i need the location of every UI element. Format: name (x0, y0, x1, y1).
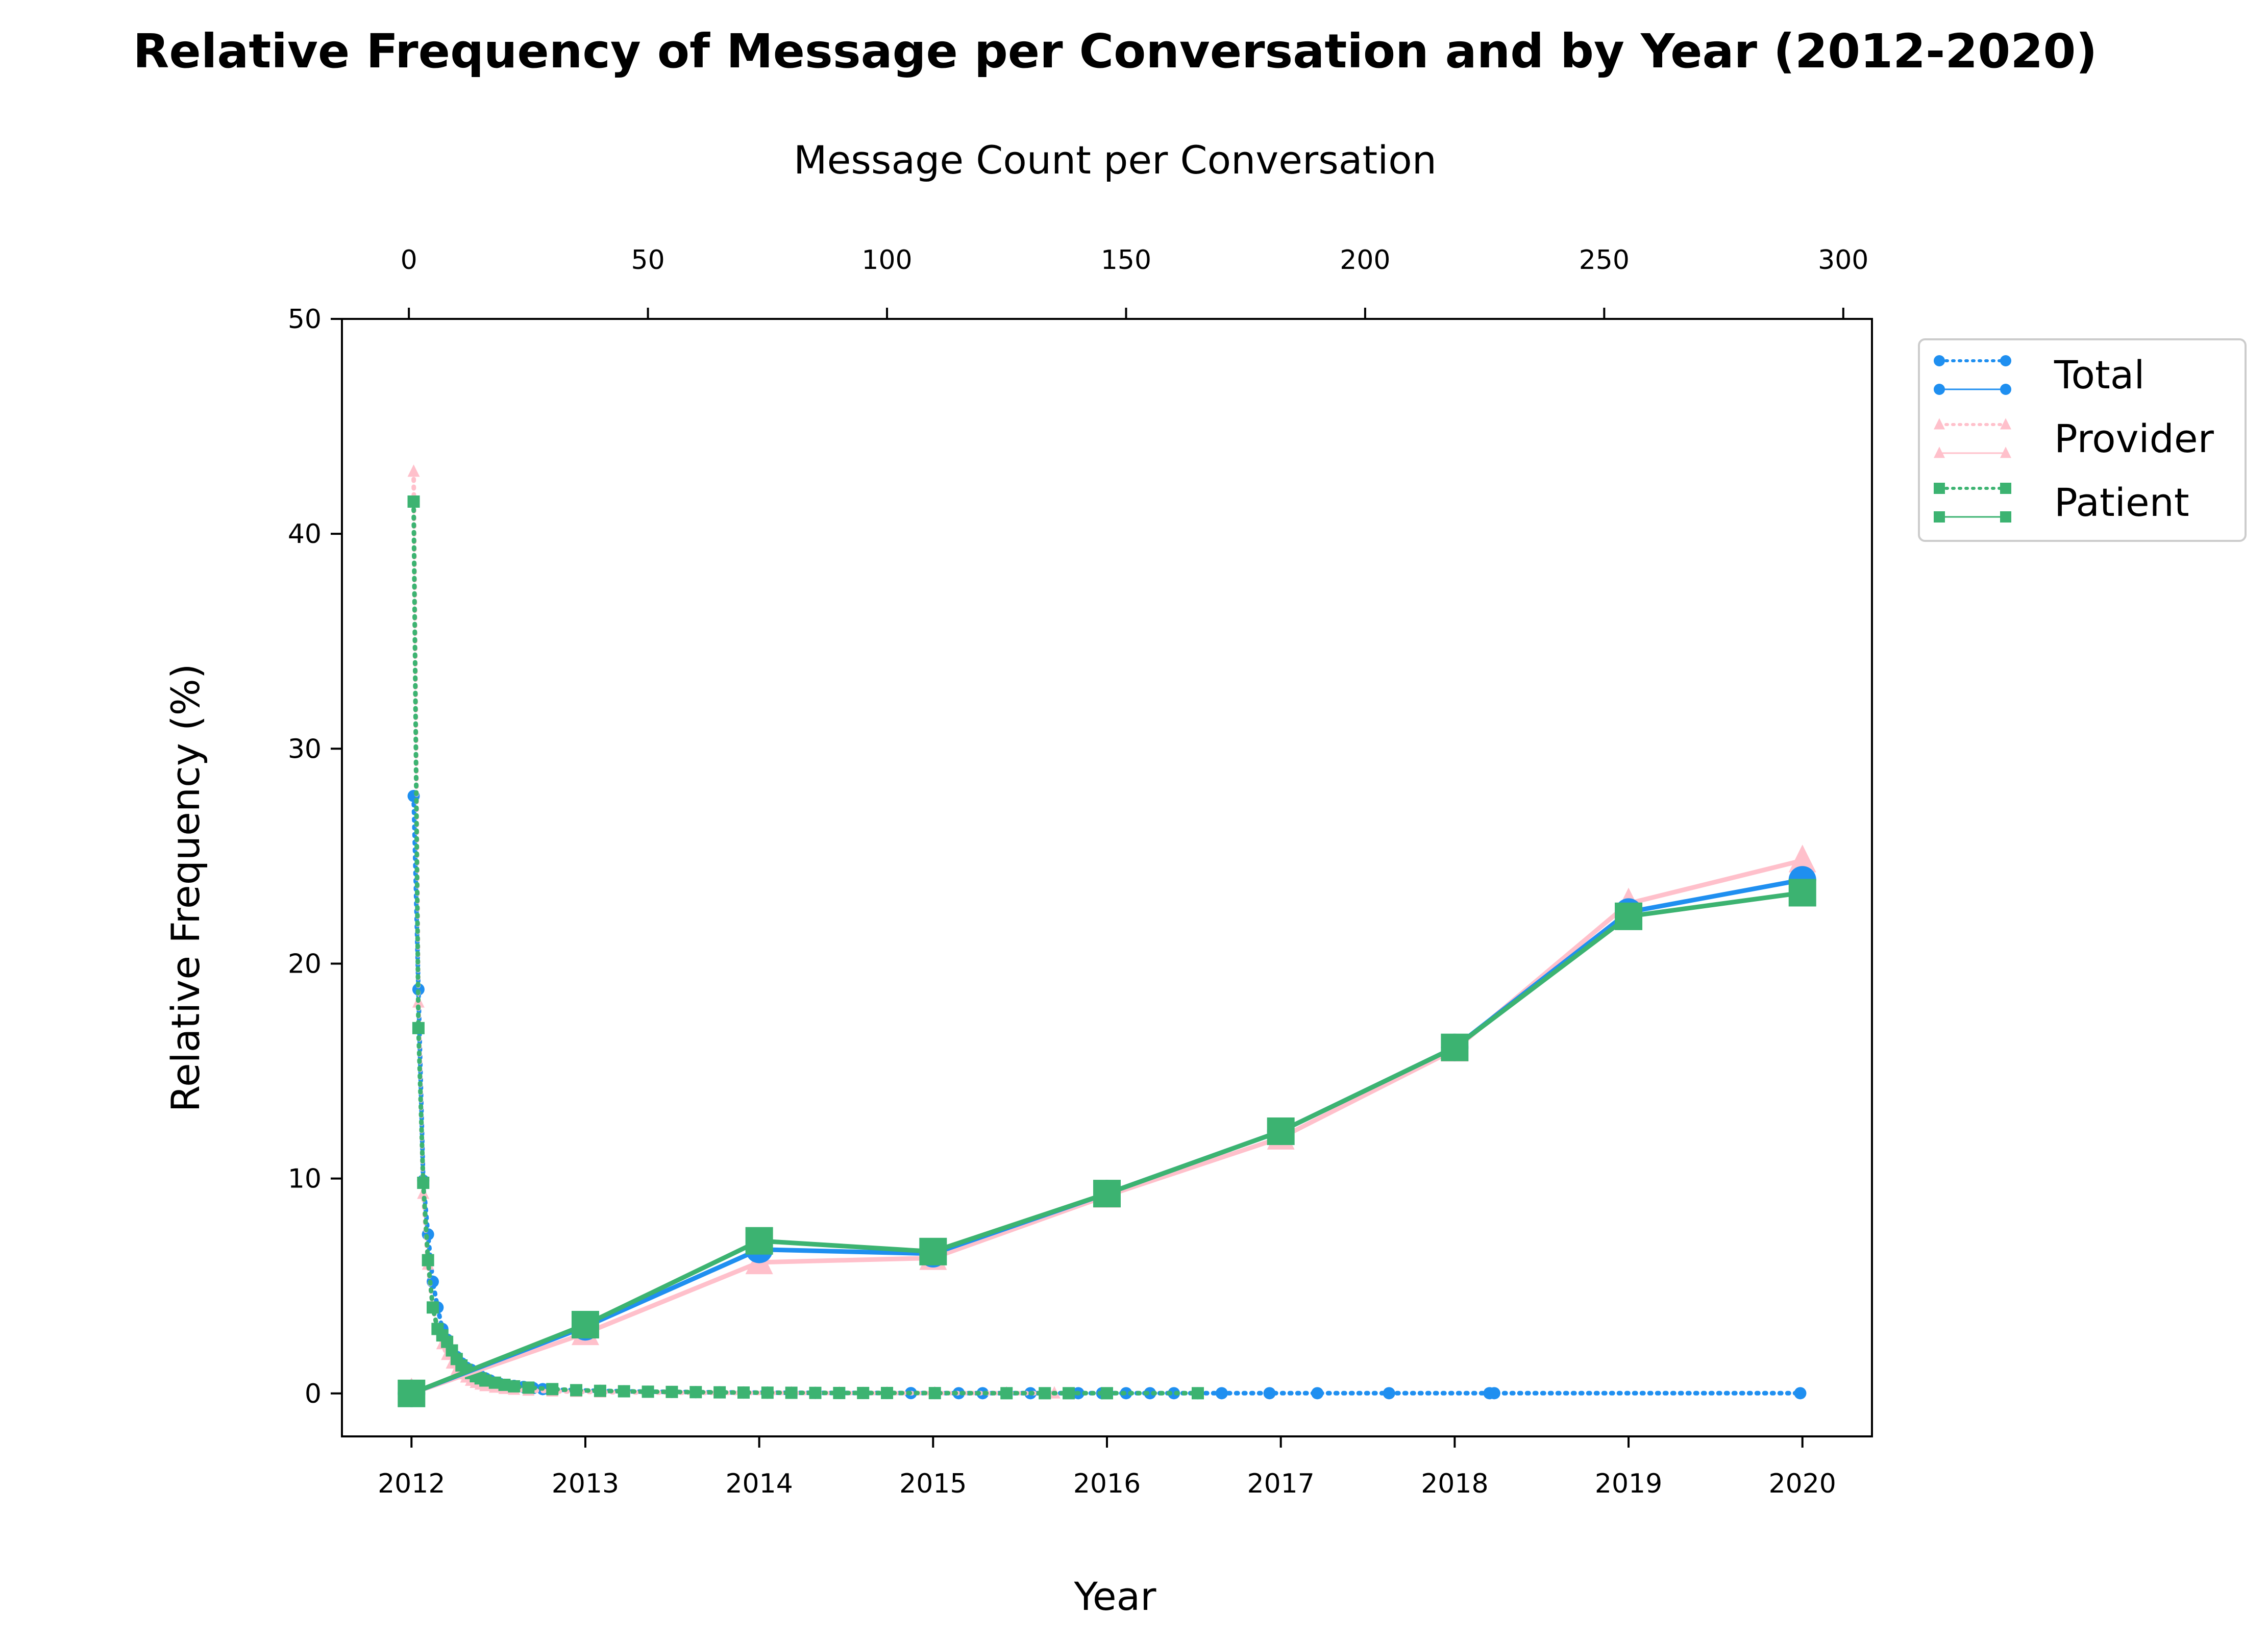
data-point (1311, 1387, 1324, 1400)
x-tick-label: 2012 (378, 1469, 445, 1499)
y-tick-label: 0 (305, 1379, 322, 1409)
data-point (1441, 1033, 1469, 1061)
legend-marker (1934, 355, 1945, 366)
data-point (412, 1022, 425, 1034)
data-point (594, 1384, 606, 1397)
data-point (1383, 1387, 1395, 1400)
series-year-total-line (410, 877, 1803, 1396)
data-point (618, 1385, 630, 1398)
data-point (570, 1384, 583, 1397)
data-point (1144, 1387, 1156, 1400)
data-point (571, 1311, 599, 1338)
data-point (1788, 879, 1816, 907)
y-tick-label: 50 (288, 304, 322, 335)
series-count-patient (407, 495, 1204, 1400)
legend: Total Provider Patient (1918, 338, 2247, 542)
legend-marker (1934, 384, 1945, 395)
top-x-tick-label: 150 (1101, 245, 1151, 276)
data-point (407, 464, 420, 477)
legend-marker (2000, 418, 2011, 430)
top-x-tick-label: 100 (861, 245, 912, 276)
data-point (665, 1385, 678, 1398)
data-point (398, 1379, 426, 1407)
data-point (713, 1386, 726, 1399)
legend-marker (1934, 511, 1945, 523)
x-tick-label: 2020 (1769, 1469, 1836, 1499)
y-axis-label: Relative Frequency (%) (163, 664, 208, 1112)
data-point (508, 1380, 521, 1393)
x-tick-label: 2016 (1073, 1469, 1141, 1499)
legend-marker (2000, 384, 2011, 395)
data-point (1168, 1387, 1180, 1400)
data-point (642, 1385, 654, 1398)
data-point (1039, 1387, 1051, 1400)
data-point (546, 1383, 559, 1396)
top-x-axis-label: Message Count per Conversation (794, 137, 1437, 183)
y-tick-label: 30 (288, 734, 322, 764)
data-point (737, 1386, 750, 1399)
x-tick-label: 2015 (899, 1469, 967, 1499)
legend-label-patient: Patient (2054, 480, 2189, 525)
legend-label-total: Total (2054, 352, 2145, 397)
data-point (1267, 1117, 1295, 1145)
y-tick-label: 20 (288, 949, 322, 979)
data-point (1063, 1387, 1075, 1400)
top-x-tick-label: 200 (1340, 245, 1390, 276)
data-point (1615, 902, 1643, 930)
legend-marker (2000, 355, 2011, 366)
legend-marker (2000, 483, 2011, 494)
chart-title: Relative Frequency of Message per Conver… (133, 24, 2098, 79)
series-year-patient (398, 879, 1816, 1407)
top-x-tick-label: 300 (1818, 245, 1868, 276)
y-tick-label: 10 (288, 1164, 322, 1195)
x-tick-label: 2018 (1421, 1469, 1488, 1499)
data-point (522, 1381, 535, 1394)
data-point (422, 1254, 434, 1266)
data-point (919, 1237, 947, 1265)
data-point (1093, 1180, 1121, 1208)
top-x-tick-label: 250 (1579, 245, 1630, 276)
data-point (689, 1386, 702, 1399)
x-tick-label: 2014 (725, 1469, 793, 1499)
x-tick-label: 2017 (1247, 1469, 1315, 1499)
data-point (928, 1387, 941, 1400)
data-point (1192, 1387, 1204, 1400)
x-tick-label: 2019 (1595, 1469, 1662, 1499)
series-year-total (398, 866, 1816, 1407)
y-tick-label: 40 (288, 519, 322, 550)
data-point (745, 1227, 773, 1255)
data-point (427, 1301, 439, 1314)
data-point (833, 1386, 846, 1399)
legend-marker (1934, 418, 1945, 430)
data-point (785, 1386, 798, 1399)
x-tick-label: 2013 (552, 1469, 619, 1499)
data-point (1794, 1387, 1807, 1400)
legend-label-provider: Provider (2054, 416, 2214, 461)
data-point (1788, 844, 1816, 873)
data-point (761, 1386, 774, 1399)
data-point (1488, 1387, 1500, 1400)
data-point (417, 1177, 430, 1189)
data-point (857, 1386, 870, 1399)
series-count-total-line (411, 793, 1803, 1396)
axes: 0 10 20 30 40 50 2012 2013 2014 2015 2016 2017 2018 2… (288, 245, 1873, 1499)
legend-marker (2000, 446, 2011, 458)
plot-area (398, 464, 1816, 1407)
data-point (1215, 1387, 1228, 1400)
data-point (809, 1386, 822, 1399)
data-point (881, 1386, 894, 1399)
plot-frame (341, 318, 1873, 1437)
data-point (407, 495, 420, 508)
top-x-tick-label: 50 (631, 245, 665, 276)
legend-marker (1934, 483, 1945, 494)
x-axis-label: Year (1074, 1574, 1157, 1619)
data-point (1263, 1387, 1276, 1400)
data-point (1000, 1387, 1013, 1400)
legend-marker (2000, 511, 2011, 523)
top-x-tick-label: 0 (401, 245, 417, 276)
data-point (1101, 1387, 1113, 1400)
legend-marker (1934, 446, 1945, 458)
